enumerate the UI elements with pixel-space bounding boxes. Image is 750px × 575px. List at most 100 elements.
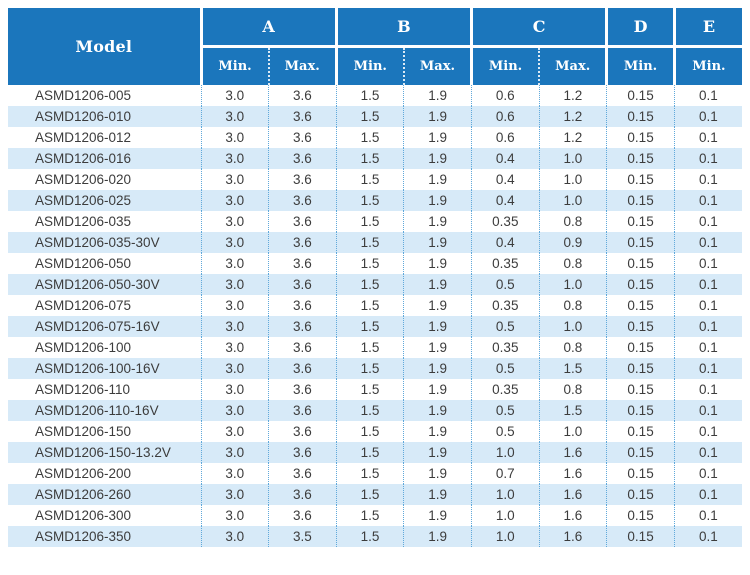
value-cell: 1.9: [403, 484, 472, 505]
value-cell: 1.0: [538, 148, 607, 169]
value-cell: 1.5: [538, 400, 607, 421]
value-cell: 0.1: [673, 169, 742, 190]
model-cell: ASMD1206-150: [8, 421, 201, 442]
value-cell: 0.1: [673, 358, 742, 379]
value-cell: 0.15: [606, 421, 675, 442]
model-cell: ASMD1206-260: [8, 484, 201, 505]
value-cell: 1.0: [538, 169, 607, 190]
value-cell: 0.5: [471, 274, 540, 295]
value-cell: 0.1: [673, 253, 742, 274]
value-cell: 3.6: [268, 127, 337, 148]
subheader-e-min: Min.: [672, 45, 742, 85]
value-cell: 1.9: [403, 505, 472, 526]
value-cell: 3.6: [268, 400, 337, 421]
table-row: ASMD1206-016 3.0 3.6 1.5 1.9 0.4 1.0 0.1…: [8, 148, 742, 169]
value-cell: 1.9: [403, 316, 472, 337]
value-cell: 0.15: [606, 85, 675, 106]
header-group-row: Model A B C D E: [8, 8, 742, 85]
value-cell: 1.0: [538, 421, 607, 442]
value-cell: 1.2: [538, 106, 607, 127]
value-cell: 0.15: [606, 379, 675, 400]
value-cell: 3.0: [200, 463, 269, 484]
value-cell: 0.15: [606, 211, 675, 232]
value-cell: 3.0: [200, 337, 269, 358]
value-cell: 0.5: [471, 400, 540, 421]
model-cell: ASMD1206-200: [8, 463, 201, 484]
value-cell: 0.35: [471, 211, 540, 232]
value-cell: 1.0: [471, 484, 540, 505]
value-cell: 0.4: [471, 148, 540, 169]
spec-table: Model A B C D E Min. Max. Min. Max. Min.…: [8, 8, 742, 547]
value-cell: 1.5: [335, 463, 404, 484]
value-cell: 3.6: [268, 232, 337, 253]
value-cell: 0.15: [606, 274, 675, 295]
value-cell: 0.8: [538, 211, 607, 232]
value-cell: 3.0: [200, 526, 269, 547]
model-cell: ASMD1206-035: [8, 211, 201, 232]
value-cell: 3.0: [200, 232, 269, 253]
value-cell: 3.6: [268, 505, 337, 526]
value-cell: 3.0: [200, 295, 269, 316]
value-cell: 3.6: [268, 484, 337, 505]
model-cell: ASMD1206-005: [8, 85, 201, 106]
value-cell: 1.5: [335, 190, 404, 211]
value-cell: 3.6: [268, 358, 337, 379]
value-cell: 0.1: [673, 106, 742, 127]
value-cell: 3.0: [200, 106, 269, 127]
column-group-c: C: [469, 8, 607, 47]
value-cell: 0.15: [606, 400, 675, 421]
value-cell: 1.9: [403, 295, 472, 316]
value-cell: 0.15: [606, 253, 675, 274]
value-cell: 3.0: [200, 379, 269, 400]
value-cell: 0.1: [673, 337, 742, 358]
value-cell: 1.9: [403, 526, 472, 547]
column-group-b: B: [334, 8, 472, 47]
value-cell: 1.5: [335, 295, 404, 316]
value-cell: 0.15: [606, 190, 675, 211]
value-cell: 0.1: [673, 190, 742, 211]
value-cell: 1.6: [538, 463, 607, 484]
value-cell: 1.9: [403, 337, 472, 358]
value-cell: 0.1: [673, 442, 742, 463]
table-row: ASMD1206-025 3.0 3.6 1.5 1.9 0.4 1.0 0.1…: [8, 190, 742, 211]
column-header-model: Model: [8, 8, 201, 85]
table-row: ASMD1206-035-30V 3.0 3.6 1.5 1.9 0.4 0.9…: [8, 232, 742, 253]
table-row: ASMD1206-050 3.0 3.6 1.5 1.9 0.35 0.8 0.…: [8, 253, 742, 274]
column-group-e: E: [672, 8, 742, 47]
model-cell: ASMD1206-035-30V: [8, 232, 201, 253]
table-row: ASMD1206-350 3.0 3.5 1.5 1.9 1.0 1.6 0.1…: [8, 526, 742, 547]
value-cell: 1.5: [335, 253, 404, 274]
value-cell: 0.4: [471, 190, 540, 211]
spec-table-header: Model A B C D E Min. Max. Min. Max. Min.…: [8, 8, 742, 85]
value-cell: 1.9: [403, 421, 472, 442]
value-cell: 3.0: [200, 421, 269, 442]
value-cell: 0.1: [673, 232, 742, 253]
value-cell: 3.0: [200, 484, 269, 505]
value-cell: 1.5: [335, 232, 404, 253]
value-cell: 1.9: [403, 127, 472, 148]
value-cell: 3.0: [200, 358, 269, 379]
table-row: ASMD1206-110-16V 3.0 3.6 1.5 1.9 0.5 1.5…: [8, 400, 742, 421]
table-row: ASMD1206-150-13.2V 3.0 3.6 1.5 1.9 1.0 1…: [8, 442, 742, 463]
value-cell: 0.15: [606, 106, 675, 127]
subheader-a-max: Max.: [267, 45, 337, 85]
value-cell: 1.9: [403, 148, 472, 169]
value-cell: 1.5: [335, 169, 404, 190]
value-cell: 0.15: [606, 442, 675, 463]
value-cell: 0.1: [673, 379, 742, 400]
header-sub-row: Min. Max. Min. Max. Min. Max. Min. Min.: [8, 45, 742, 85]
value-cell: 0.1: [673, 211, 742, 232]
value-cell: 1.0: [538, 274, 607, 295]
value-cell: 0.8: [538, 337, 607, 358]
value-cell: 0.15: [606, 505, 675, 526]
value-cell: 3.6: [268, 211, 337, 232]
value-cell: 1.5: [335, 526, 404, 547]
value-cell: 1.9: [403, 400, 472, 421]
value-cell: 1.5: [335, 211, 404, 232]
value-cell: 0.15: [606, 295, 675, 316]
value-cell: 1.9: [403, 442, 472, 463]
value-cell: 3.0: [200, 148, 269, 169]
value-cell: 1.6: [538, 442, 607, 463]
value-cell: 3.6: [268, 442, 337, 463]
table-row: ASMD1206-050-30V 3.0 3.6 1.5 1.9 0.5 1.0…: [8, 274, 742, 295]
